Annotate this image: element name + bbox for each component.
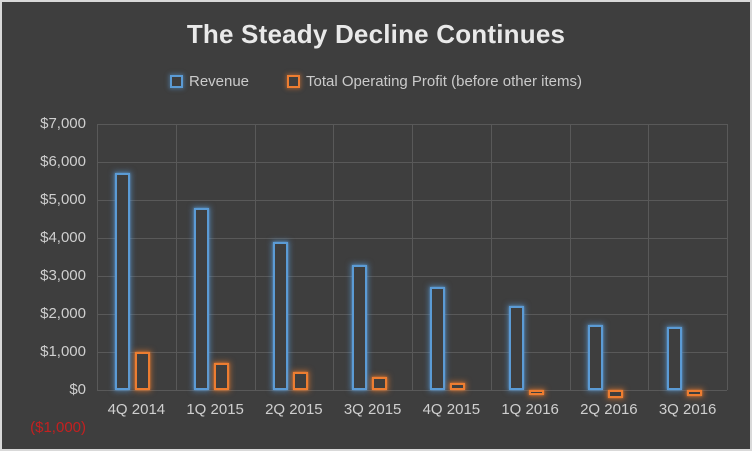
vertical-gridline xyxy=(412,124,413,390)
profit-bar-1q-2016 xyxy=(529,390,544,395)
revenue-swatch-icon xyxy=(169,75,183,88)
legend-label-operating-profit: Total Operating Profit (before other ite… xyxy=(306,73,582,90)
profit-bar-2q-2016 xyxy=(608,390,623,398)
y-axis-tick-label: $3,000 xyxy=(40,267,86,284)
y-axis-tick-label: $0 xyxy=(69,381,86,398)
revenue-bar-1q-2016 xyxy=(509,306,524,390)
vertical-gridline xyxy=(333,124,334,390)
y-axis-tick-label: $1,000 xyxy=(40,343,86,360)
legend-item-operating-profit: Total Operating Profit (before other ite… xyxy=(287,73,582,90)
revenue-bar-1q-2015 xyxy=(194,207,209,390)
x-axis-category-label: 4Q 2014 xyxy=(107,401,166,418)
vertical-gridline xyxy=(570,124,571,390)
x-axis-category-label: 1Q 2016 xyxy=(501,401,559,418)
profit-bar-3q-2016 xyxy=(687,390,702,396)
y-axis-tick-label: $4,000 xyxy=(40,229,86,246)
vertical-gridline xyxy=(255,124,256,390)
revenue-bar-3q-2016 xyxy=(667,327,682,390)
vertical-gridline xyxy=(491,124,492,390)
profit-bar-3q-2015 xyxy=(372,376,387,390)
legend-item-revenue: Revenue xyxy=(169,73,250,90)
x-axis-category-label: 4Q 2015 xyxy=(422,401,481,418)
chart-title: The Steady Decline Continues xyxy=(186,19,566,49)
revenue-bar-4q-2014 xyxy=(115,173,130,390)
revenue-bar-3q-2015 xyxy=(352,264,367,390)
vertical-gridline xyxy=(727,124,728,390)
y-axis-tick-label: ($1,000) xyxy=(30,419,86,436)
chart-legend: Revenue Total Operating Profit (before o… xyxy=(2,73,750,90)
operating-profit-swatch-icon xyxy=(287,75,301,88)
horizontal-gridline xyxy=(97,390,727,391)
profit-bar-1q-2015 xyxy=(214,363,229,390)
vertical-gridline xyxy=(97,124,98,390)
x-axis-category-label: 2Q 2015 xyxy=(265,401,323,418)
revenue-bar-2q-2016 xyxy=(588,325,603,390)
x-axis-category-label: 3Q 2016 xyxy=(658,401,717,418)
y-axis-tick-label: $6,000 xyxy=(40,153,86,170)
vertical-gridline xyxy=(176,124,177,390)
vertical-gridline xyxy=(648,124,649,390)
profit-bar-2q-2015 xyxy=(293,371,308,390)
y-axis-tick-label: $5,000 xyxy=(40,191,86,208)
profit-bar-4q-2015 xyxy=(450,383,465,390)
x-axis-category-label: 2Q 2016 xyxy=(580,401,638,418)
x-axis-category-label: 1Q 2015 xyxy=(186,401,244,418)
y-axis-tick-label: $7,000 xyxy=(40,115,86,132)
legend-label-revenue: Revenue xyxy=(188,73,250,90)
revenue-bar-4q-2015 xyxy=(430,287,445,390)
revenue-bar-2q-2015 xyxy=(273,241,288,390)
x-axis-category-label: 3Q 2015 xyxy=(343,401,402,418)
profit-bar-4q-2014 xyxy=(135,352,150,390)
y-axis-tick-label: $2,000 xyxy=(40,305,86,322)
